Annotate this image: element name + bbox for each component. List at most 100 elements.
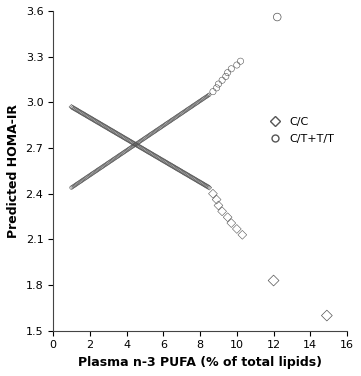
Point: [112, 156, 117, 162]
Point: [145, 133, 151, 139]
Point: [117, 152, 123, 158]
Point: [204, 93, 210, 99]
Point: [144, 148, 149, 154]
Point: [77, 179, 82, 185]
Point: [81, 176, 87, 182]
Point: [148, 131, 154, 137]
Point: [94, 119, 100, 125]
Point: [190, 175, 196, 181]
Point: [202, 182, 208, 188]
Point: [180, 169, 186, 175]
Point: [77, 109, 82, 115]
Point: [192, 176, 198, 182]
Point: [205, 184, 211, 190]
Point: [186, 173, 191, 179]
Point: [80, 111, 86, 117]
Point: [193, 177, 199, 183]
Point: [166, 161, 171, 167]
Point: [96, 120, 102, 126]
Point: [152, 153, 158, 159]
Point: [122, 135, 128, 141]
Point: [176, 167, 182, 173]
Point: [199, 96, 205, 102]
Point: [167, 162, 173, 168]
Point: [202, 95, 208, 101]
Point: [219, 208, 225, 214]
Point: [140, 146, 146, 152]
Point: [130, 140, 136, 146]
Point: [85, 174, 91, 180]
Point: [75, 180, 81, 186]
Point: [70, 184, 75, 190]
Point: [135, 140, 140, 146]
Point: [199, 180, 205, 186]
Point: [101, 123, 107, 129]
Point: [73, 107, 79, 113]
Point: [142, 135, 147, 141]
Point: [95, 167, 101, 173]
Point: [192, 101, 198, 107]
Point: [164, 159, 169, 165]
Point: [168, 117, 174, 123]
Point: [134, 141, 139, 147]
Point: [99, 164, 104, 170]
Point: [181, 170, 187, 176]
Point: [128, 145, 134, 151]
Point: [123, 148, 129, 154]
Point: [153, 153, 159, 159]
Point: [156, 155, 161, 161]
Point: [196, 179, 202, 185]
Point: [102, 162, 108, 168]
Point: [162, 159, 168, 165]
Point: [139, 145, 145, 151]
Point: [179, 111, 184, 117]
Point: [91, 117, 96, 123]
Point: [158, 124, 164, 130]
Point: [90, 171, 95, 177]
Point: [88, 115, 94, 121]
Point: [69, 104, 74, 110]
Point: [125, 146, 131, 152]
Point: [97, 121, 103, 127]
Point: [94, 167, 100, 173]
Point: [219, 77, 225, 83]
Point: [196, 99, 202, 105]
Point: [108, 127, 114, 133]
Point: [165, 160, 170, 166]
Point: [182, 108, 188, 114]
Point: [87, 172, 93, 178]
Point: [190, 103, 196, 109]
X-axis label: Plasma n-3 PUFA (% of total lipids): Plasma n-3 PUFA (% of total lipids): [78, 356, 322, 369]
Point: [171, 115, 177, 121]
Point: [136, 143, 142, 149]
Point: [164, 121, 169, 127]
Point: [95, 120, 101, 126]
Point: [234, 62, 240, 68]
Point: [113, 130, 118, 136]
Point: [100, 122, 106, 128]
Point: [238, 58, 243, 64]
Point: [181, 109, 187, 115]
Point: [69, 185, 74, 191]
Point: [139, 137, 145, 143]
Point: [271, 277, 277, 284]
Point: [188, 174, 193, 180]
Point: [145, 149, 151, 155]
Point: [176, 112, 182, 118]
Point: [159, 124, 165, 130]
Point: [173, 165, 179, 171]
Point: [117, 132, 123, 138]
Point: [104, 125, 110, 131]
Point: [174, 165, 180, 171]
Point: [115, 153, 121, 159]
Point: [229, 220, 234, 226]
Point: [214, 85, 219, 91]
Point: [161, 122, 167, 128]
Point: [195, 178, 201, 184]
Point: [113, 155, 118, 161]
Point: [197, 179, 203, 185]
Point: [154, 127, 160, 133]
Point: [182, 170, 188, 176]
Point: [122, 149, 128, 155]
Legend: C/C, C/T+T/T: C/C, C/T+T/T: [259, 112, 339, 148]
